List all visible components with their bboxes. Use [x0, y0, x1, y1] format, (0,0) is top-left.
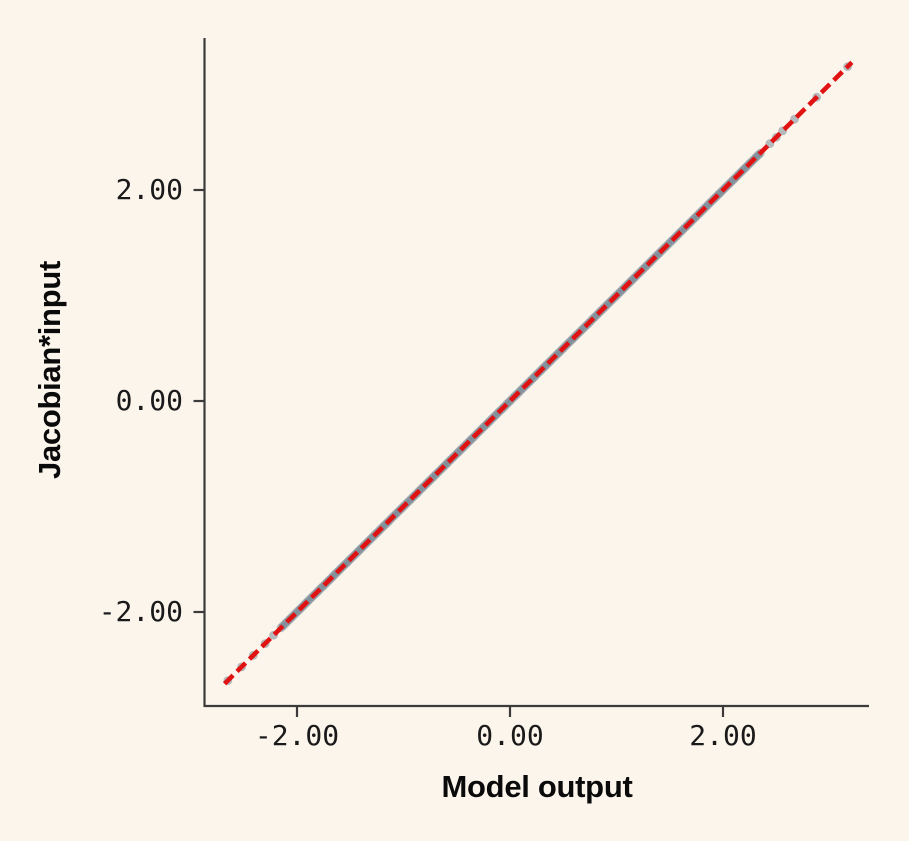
x-tick-label-0.00: 0.00 [476, 719, 544, 752]
x-tick-label-2.00: 2.00 [689, 719, 757, 752]
identity-reference-line [222, 60, 854, 686]
y-axis-title: Jacobian*input [32, 261, 67, 479]
y-tick-label-2.00: 2.00 [115, 173, 183, 206]
x-tick-label--2.00: -2.00 [254, 719, 340, 752]
y-tick-label--2.00: -2.00 [98, 595, 183, 628]
y-tick-label-0.00: 0.00 [115, 384, 183, 417]
x-axis-title: Model output [441, 769, 633, 804]
